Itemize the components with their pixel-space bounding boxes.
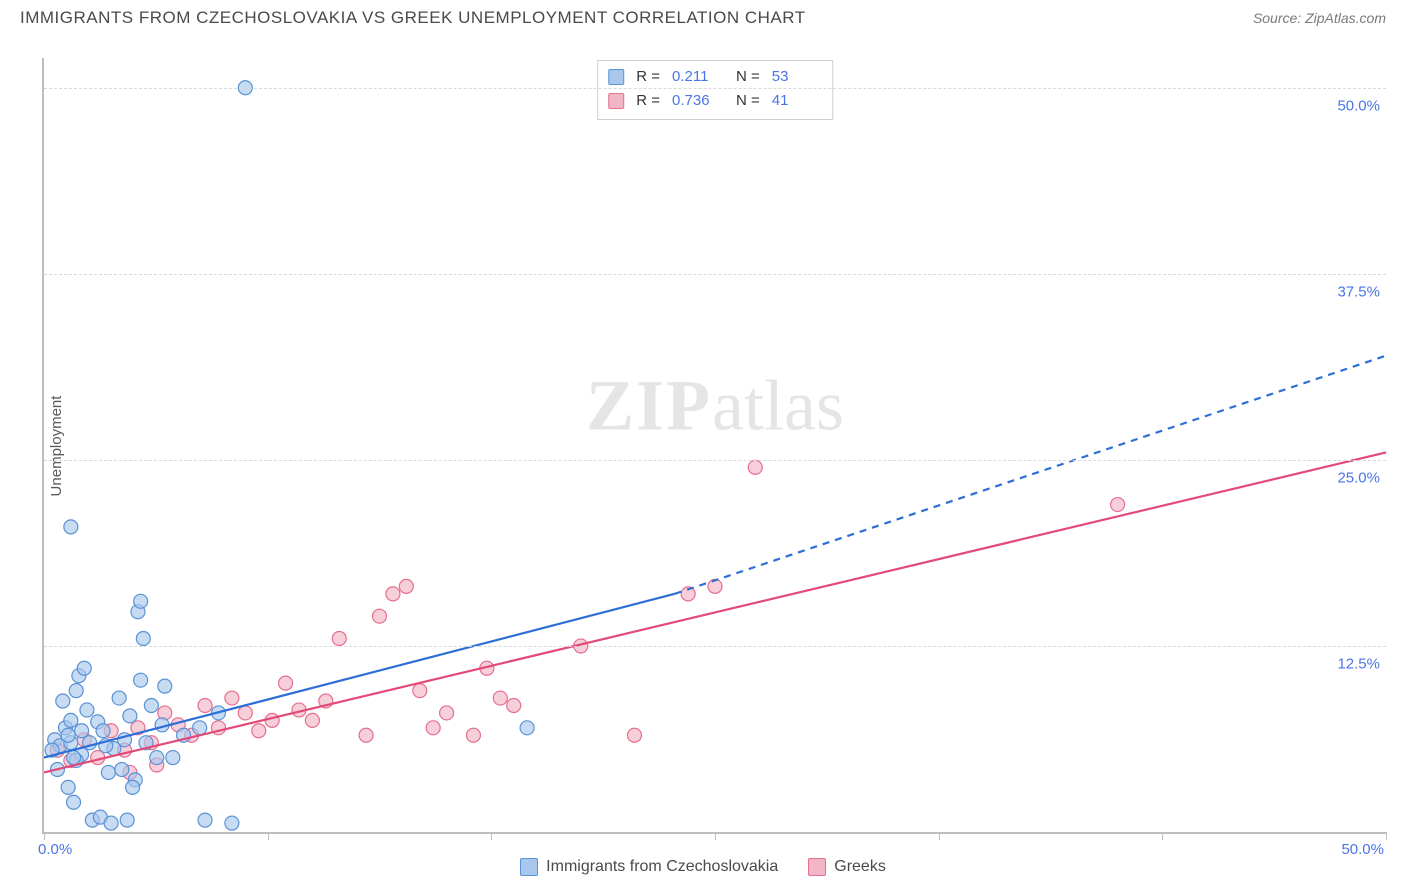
gridline: [44, 646, 1386, 647]
xtick: [715, 832, 716, 840]
legend-label-series2: Greeks: [834, 858, 886, 876]
gridline: [44, 88, 1386, 89]
ytick-label: 50.0%: [1337, 97, 1380, 114]
plot-svg: [44, 58, 1386, 832]
x-max-label: 50.0%: [1341, 841, 1384, 858]
xtick: [268, 832, 269, 840]
xtick: [491, 832, 492, 840]
gridline: [44, 460, 1386, 461]
xtick: [1162, 832, 1163, 840]
legend-label-series1: Immigrants from Czechoslovakia: [546, 858, 778, 876]
chart-area: ZIPatlas R = 0.211 N = 53 R = 0.736 N = …: [42, 58, 1386, 834]
xtick: [939, 832, 940, 840]
ytick-label: 25.0%: [1337, 469, 1380, 486]
gridline: [44, 274, 1386, 275]
legend-item-series2: Greeks: [808, 858, 886, 876]
xtick: [1386, 832, 1387, 840]
chart-source: Source: ZipAtlas.com: [1253, 10, 1386, 26]
ytick-label: 12.5%: [1337, 655, 1380, 672]
bottom-legend: Immigrants from Czechoslovakia Greeks: [0, 858, 1406, 876]
x-origin-label: 0.0%: [38, 841, 72, 858]
xtick: [44, 832, 45, 840]
swatch-series1-icon: [520, 858, 538, 876]
ytick-label: 37.5%: [1337, 283, 1380, 300]
chart-title: IMMIGRANTS FROM CZECHOSLOVAKIA VS GREEK …: [20, 8, 806, 28]
swatch-series2-icon: [808, 858, 826, 876]
legend-item-series1: Immigrants from Czechoslovakia: [520, 858, 778, 876]
